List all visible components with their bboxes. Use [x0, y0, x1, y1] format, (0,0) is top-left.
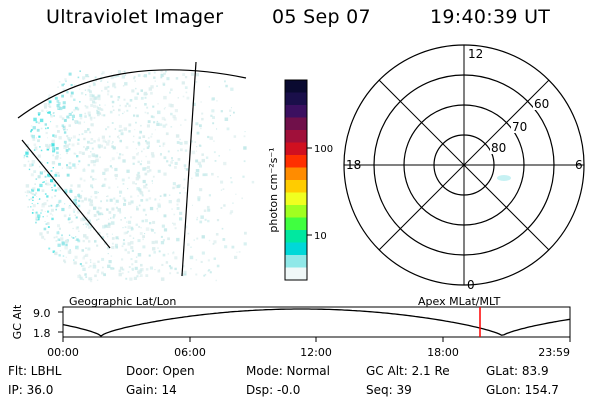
info-glon: GLon: 154.7 [486, 383, 559, 397]
colorbar-unit-label: photon cm⁻²s⁻¹ [267, 147, 280, 232]
info-door: Door: Open [126, 364, 195, 378]
info-ip: IP: 36.0 [8, 383, 54, 397]
info-gc-alt: GC Alt: 2.1 Re [366, 364, 450, 378]
orbit-y-tick-min: 1.8 [33, 327, 51, 340]
polar-diagonal-2 [378, 79, 550, 251]
svg-text:12: 12 [467, 47, 482, 61]
orbit-y-tick-max: 9.0 [33, 307, 51, 320]
lat-label-70: 70 [512, 120, 527, 134]
orbit-x-tick-1800: 18:00 [427, 346, 459, 359]
instrument-title: Ultraviolet Imager [46, 6, 224, 28]
meridian-line [181, 61, 197, 277]
info-gain: Gain: 14 [126, 383, 177, 397]
mlt-label-18: 18 [346, 158, 361, 172]
mlt-label-12: 12 [468, 47, 483, 61]
lat-label-80: 80 [491, 141, 506, 155]
info-seq: Seq: 39 [366, 383, 412, 397]
colorbar-gradient [285, 80, 307, 281]
polar-emission-spot [497, 175, 511, 181]
lat-label-60: 60 [534, 97, 549, 111]
mlt-label-0: 0 [467, 278, 475, 292]
info-dsp: Dsp: -0.0 [246, 383, 301, 397]
orbit-x-tick-0600: 06:00 [174, 346, 206, 359]
map-boundary-arc [17, 69, 247, 119]
info-glat: GLat: 83.9 [486, 364, 549, 378]
colorbar-frame [284, 79, 308, 281]
info-mode: Mode: Normal [246, 364, 330, 378]
orbit-altitude-curve [62, 308, 571, 337]
terminator-line [21, 139, 111, 249]
orbit-left-label: Geographic Lat/Lon [69, 295, 176, 308]
orbit-x-tick-0000: 00:00 [47, 346, 79, 359]
mlt-label-6: 6 [575, 158, 583, 172]
date-label: 05 Sep 07 [272, 6, 371, 28]
orbit-y-axis-label: GC Alt [11, 304, 24, 339]
time-label: 19:40:39 UT [430, 6, 551, 28]
auroral-emission-image [23, 70, 255, 283]
orbit-x-tick-2359: 23:59 [538, 346, 570, 359]
orbit-x-tick-1200: 12:00 [300, 346, 332, 359]
info-flt: Flt: LBHL [8, 364, 62, 378]
orbit-x-ticks [62, 337, 571, 342]
colorbar-tick-10: 10 [314, 231, 327, 242]
orbit-right-label: Apex MLat/MLT [418, 295, 501, 308]
colorbar-tick-100: 100 [314, 144, 333, 155]
